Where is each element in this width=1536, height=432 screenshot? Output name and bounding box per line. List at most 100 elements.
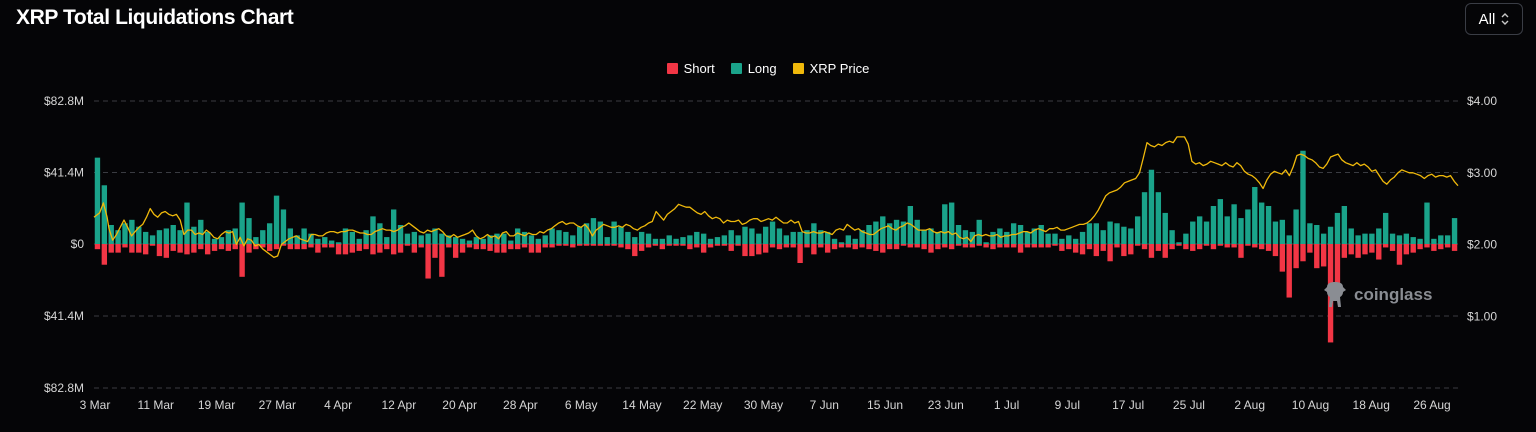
long-bar[interactable] bbox=[638, 231, 645, 244]
long-bar[interactable] bbox=[1300, 150, 1306, 244]
short-bar[interactable] bbox=[122, 244, 128, 248]
long-bar[interactable] bbox=[1141, 192, 1148, 244]
short-bar[interactable] bbox=[315, 244, 321, 253]
long-bar[interactable] bbox=[1320, 233, 1327, 244]
short-bar[interactable] bbox=[204, 244, 211, 255]
long-bar[interactable] bbox=[831, 238, 838, 244]
short-bar[interactable] bbox=[1431, 244, 1437, 251]
long-bar[interactable] bbox=[928, 228, 934, 244]
short-bar[interactable] bbox=[583, 244, 590, 246]
short-bar[interactable] bbox=[845, 244, 852, 248]
long-bar[interactable] bbox=[838, 242, 845, 244]
short-bar[interactable] bbox=[156, 244, 163, 257]
short-bar[interactable] bbox=[446, 244, 452, 248]
long-bar[interactable] bbox=[900, 221, 907, 244]
long-bar[interactable] bbox=[1128, 228, 1134, 244]
long-bar[interactable] bbox=[1031, 228, 1038, 244]
short-bar[interactable] bbox=[294, 244, 300, 250]
short-bar[interactable] bbox=[1059, 244, 1065, 251]
short-bar[interactable] bbox=[494, 244, 500, 253]
short-bar[interactable] bbox=[687, 244, 693, 250]
long-bar[interactable] bbox=[377, 223, 383, 244]
long-bar[interactable] bbox=[1017, 225, 1024, 244]
short-bar[interactable] bbox=[1444, 244, 1451, 248]
long-bar[interactable] bbox=[590, 218, 597, 244]
short-bar[interactable] bbox=[542, 244, 548, 248]
long-bar[interactable] bbox=[666, 235, 672, 244]
short-bar[interactable] bbox=[1369, 244, 1375, 253]
short-bar[interactable] bbox=[1293, 244, 1299, 269]
short-bar[interactable] bbox=[177, 244, 183, 253]
short-bar[interactable] bbox=[1417, 244, 1423, 250]
long-bar[interactable] bbox=[1348, 228, 1354, 244]
long-bar[interactable] bbox=[625, 231, 631, 244]
short-bar[interactable] bbox=[1224, 244, 1230, 248]
long-bar[interactable] bbox=[955, 225, 962, 244]
long-bar[interactable] bbox=[342, 228, 349, 244]
long-bar[interactable] bbox=[390, 209, 397, 244]
long-bar[interactable] bbox=[976, 219, 982, 244]
long-bar[interactable] bbox=[1203, 221, 1210, 244]
short-bar[interactable] bbox=[439, 244, 445, 277]
short-bar[interactable] bbox=[1176, 244, 1182, 246]
short-bar[interactable] bbox=[418, 244, 424, 248]
long-bar[interactable] bbox=[328, 240, 335, 244]
short-bar[interactable] bbox=[886, 244, 893, 250]
short-bar[interactable] bbox=[142, 244, 149, 255]
short-bar[interactable] bbox=[1217, 244, 1224, 246]
long-bar[interactable] bbox=[1038, 225, 1044, 244]
short-bar[interactable] bbox=[873, 244, 879, 251]
short-bar[interactable] bbox=[1231, 244, 1237, 248]
short-bar[interactable] bbox=[1334, 244, 1341, 293]
long-bar[interactable] bbox=[893, 219, 900, 244]
short-bar[interactable] bbox=[1052, 244, 1058, 246]
long-bar[interactable] bbox=[673, 238, 679, 244]
short-bar[interactable] bbox=[866, 244, 872, 250]
short-bar[interactable] bbox=[404, 244, 411, 246]
short-bar[interactable] bbox=[1100, 244, 1106, 251]
long-bar[interactable] bbox=[756, 233, 762, 244]
legend-item-price[interactable]: XRP Price bbox=[792, 61, 869, 76]
short-bar[interactable] bbox=[831, 244, 838, 250]
long-bar[interactable] bbox=[218, 237, 225, 244]
long-bar[interactable] bbox=[280, 209, 287, 244]
short-bar[interactable] bbox=[570, 244, 576, 248]
long-bar[interactable] bbox=[101, 185, 108, 244]
long-bar[interactable] bbox=[1376, 228, 1382, 244]
short-bar[interactable] bbox=[211, 244, 218, 251]
short-bar[interactable] bbox=[459, 244, 466, 253]
short-bar[interactable] bbox=[1079, 244, 1086, 255]
long-bar[interactable] bbox=[322, 237, 328, 244]
long-bar[interactable] bbox=[1265, 206, 1272, 244]
short-bar[interactable] bbox=[129, 244, 135, 253]
long-bar[interactable] bbox=[1162, 212, 1168, 244]
short-bar[interactable] bbox=[652, 244, 659, 246]
long-bar[interactable] bbox=[349, 231, 356, 244]
long-bar[interactable] bbox=[556, 230, 562, 244]
short-bar[interactable] bbox=[1376, 244, 1382, 260]
long-bar[interactable] bbox=[1183, 233, 1189, 244]
short-bar[interactable] bbox=[101, 244, 108, 265]
short-bar[interactable] bbox=[1307, 244, 1313, 253]
long-bar[interactable] bbox=[1252, 187, 1258, 244]
short-bar[interactable] bbox=[397, 244, 404, 253]
short-bar[interactable] bbox=[1045, 244, 1051, 248]
long-bar[interactable] bbox=[301, 228, 307, 244]
long-bar[interactable] bbox=[94, 157, 101, 244]
long-bar[interactable] bbox=[459, 238, 466, 244]
short-bar[interactable] bbox=[301, 244, 307, 250]
short-bar[interactable] bbox=[1341, 244, 1348, 258]
short-bar[interactable] bbox=[94, 244, 101, 250]
short-bar[interactable] bbox=[1162, 244, 1168, 258]
short-bar[interactable] bbox=[563, 244, 569, 246]
short-bar[interactable] bbox=[136, 244, 142, 253]
short-bar[interactable] bbox=[852, 244, 858, 250]
long-bar[interactable] bbox=[1231, 204, 1237, 244]
long-bar[interactable] bbox=[797, 231, 803, 244]
long-bar[interactable] bbox=[287, 228, 294, 244]
long-bar[interactable] bbox=[728, 230, 734, 244]
short-bar[interactable] bbox=[163, 244, 170, 258]
long-bar[interactable] bbox=[1052, 233, 1058, 244]
long-bar[interactable] bbox=[990, 231, 996, 244]
short-bar[interactable] bbox=[218, 244, 225, 250]
